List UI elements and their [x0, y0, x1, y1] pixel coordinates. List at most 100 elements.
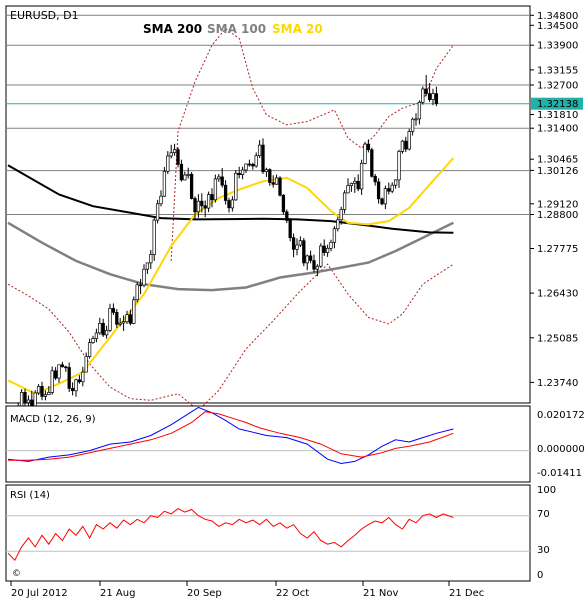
candle [397, 149, 401, 188]
candle-body [149, 254, 153, 264]
candle [183, 171, 187, 181]
candle-body [366, 143, 371, 151]
candle [135, 282, 139, 303]
candle-body [135, 284, 139, 301]
candle-body [376, 181, 381, 200]
candle-body [104, 329, 109, 336]
candle-body [421, 88, 425, 103]
candle [203, 200, 207, 218]
candle-body [285, 211, 289, 221]
rsi-panel: RSI (14) 100 70 30 0 © [5, 484, 556, 582]
candle [118, 318, 122, 327]
candle-body [339, 209, 343, 221]
candle [261, 138, 265, 174]
candle-body [210, 194, 214, 201]
candle-body [234, 172, 238, 201]
candle [421, 86, 425, 105]
candle [305, 254, 309, 271]
macd-main-line [7, 406, 454, 465]
bb-upper-line [170, 27, 454, 261]
candle-body [142, 268, 146, 286]
candle [400, 139, 405, 154]
candle [346, 178, 350, 194]
candle-body [159, 195, 163, 205]
candle-body [370, 149, 374, 177]
candle [356, 174, 360, 192]
candle [60, 361, 65, 368]
candle-body [251, 163, 255, 167]
price-tick-label: 1.30126 [537, 166, 578, 177]
macd-tick-bottom: -0.01411 [537, 468, 582, 479]
price-tick-label: 1.34800 [537, 11, 578, 22]
candle-body [57, 364, 61, 379]
candle [288, 218, 292, 242]
candle [251, 162, 255, 170]
candle-body [346, 185, 350, 194]
candle-body [74, 379, 78, 392]
price-tick-label: 1.34500 [537, 21, 578, 32]
candle [227, 197, 231, 213]
candle [247, 159, 252, 167]
candle [325, 244, 330, 257]
candle [254, 152, 258, 168]
candle [40, 381, 44, 401]
candle-body [108, 308, 112, 331]
candle-body [329, 241, 333, 249]
candle [149, 250, 153, 269]
candle [380, 197, 384, 206]
candle [43, 390, 48, 401]
candle [70, 382, 75, 396]
price-tick-label: 1.23740 [537, 378, 578, 389]
candle [179, 159, 184, 182]
price-tick-label: 1.28800 [537, 210, 578, 221]
candle-body [393, 179, 398, 186]
candle [230, 196, 235, 212]
candle [87, 338, 92, 359]
candle-body [40, 386, 44, 397]
rsi-line [6, 508, 530, 562]
candle [332, 226, 337, 249]
candle-body [206, 194, 211, 209]
candle-body [383, 188, 388, 205]
candle-body [312, 260, 316, 270]
time-tick-label: 20 Sep [187, 588, 222, 599]
candle-body [60, 364, 65, 368]
candle [172, 143, 177, 156]
candle [77, 375, 82, 384]
price-tick-label: 1.31400 [537, 124, 578, 135]
time-tick-label: 22 Oct [276, 588, 309, 599]
candle [67, 362, 71, 392]
candle-body [264, 169, 269, 172]
current-price-badge [531, 97, 583, 110]
candle-body [427, 93, 432, 100]
candle-body [84, 356, 88, 373]
candle-body [431, 93, 435, 100]
price-tick-label: 1.27775 [537, 244, 578, 255]
candle-body [380, 198, 384, 205]
candle-body [271, 182, 275, 185]
price-tick-label: 1.31810 [537, 110, 578, 121]
candle [424, 75, 428, 97]
candle-body [176, 149, 180, 165]
candle [417, 100, 422, 125]
candle [101, 318, 105, 337]
rsi-panel-frame [5, 484, 531, 582]
macd-tick-top: 0.020172 [537, 410, 585, 421]
candle-body [315, 265, 320, 270]
price-tick-label: 1.30465 [537, 155, 578, 166]
candle-body [36, 386, 41, 394]
candle-body [50, 370, 54, 393]
candle [189, 172, 194, 200]
candle [138, 278, 143, 295]
candle [155, 199, 160, 224]
candle-body [125, 314, 129, 323]
candle [285, 209, 289, 224]
main-panel-frame [5, 5, 531, 404]
candle [200, 193, 204, 213]
candle [186, 167, 190, 179]
candle-body [91, 338, 95, 343]
candle-body [94, 332, 99, 339]
watermark-icon: © [12, 569, 21, 579]
main-panel: EURUSD, D1 SMA 200 SMA 100 SMA 20 1.3480… [5, 5, 583, 433]
